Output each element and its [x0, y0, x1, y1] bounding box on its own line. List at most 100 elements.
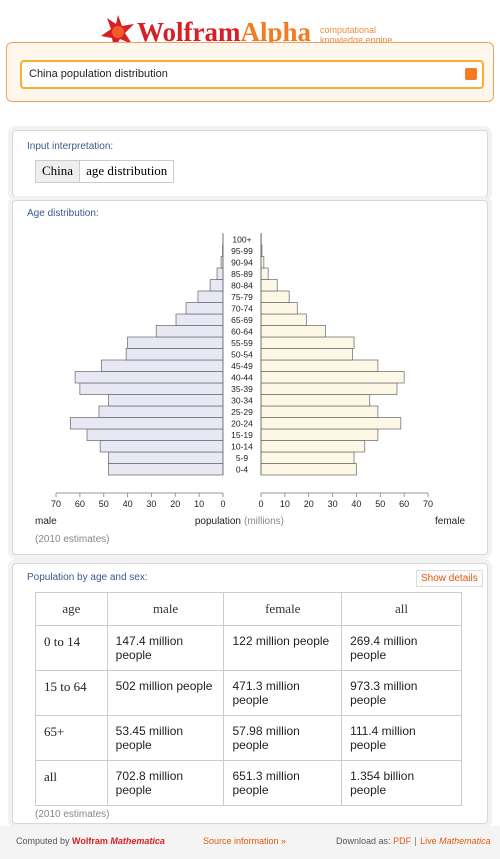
x-tick-label: 40 — [351, 499, 361, 509]
table-pod: Population by age and sex: Show details … — [12, 563, 488, 824]
x-tick-label: 70 — [51, 499, 61, 509]
source-link[interactable]: Source information » — [203, 836, 287, 846]
x-tick-label: 50 — [99, 499, 109, 509]
header-cell: age — [35, 592, 108, 626]
header-cell: all — [341, 592, 462, 626]
age-label: 10-14 — [231, 441, 253, 451]
text: Mathematica — [110, 836, 165, 846]
age-label: 85-89 — [231, 269, 253, 279]
bar — [98, 405, 224, 418]
age-label: 80-84 — [231, 280, 253, 290]
bar — [99, 440, 224, 453]
age-cell: 15 to 64 — [35, 670, 108, 716]
bar — [216, 267, 224, 280]
cell: 1.354 billion people — [341, 760, 462, 806]
text: Live — [420, 836, 437, 846]
x-axis-label: population — [195, 516, 241, 527]
input-pod: Input interpretation: China age distribu… — [12, 130, 488, 197]
x-tick-label: 60 — [399, 499, 409, 509]
bar — [260, 348, 353, 361]
x-tick-label: 70 — [423, 499, 433, 509]
bar — [260, 279, 278, 292]
note: (2010 estimates) — [35, 809, 110, 820]
bar — [260, 325, 326, 338]
age-label: 5-9 — [236, 453, 249, 463]
footer-computed: Computed by Wolfram Mathematica — [16, 836, 165, 846]
x-tick-label: 30 — [146, 499, 156, 509]
legend-female: female — [435, 516, 465, 527]
search-input[interactable]: China population distribution — [20, 60, 484, 89]
tagline-line: knowledge engine — [320, 35, 393, 45]
cell: 702.8 million people — [106, 760, 225, 806]
bar — [260, 451, 355, 464]
live-link[interactable]: Live Mathematica — [420, 836, 491, 846]
bar — [260, 382, 398, 395]
age-label: 30-34 — [231, 395, 253, 405]
cell: 53.45 million people — [106, 715, 225, 761]
age-label: 90-94 — [231, 257, 253, 267]
age-label: 50-54 — [231, 349, 253, 359]
pod-title: Population by age and sex: — [27, 572, 148, 583]
bar — [155, 325, 224, 338]
bar — [125, 348, 224, 361]
x-tick-label: 0 — [220, 499, 225, 509]
bar — [209, 279, 224, 292]
age-cell: all — [35, 760, 108, 806]
header-cell: female — [223, 592, 343, 626]
pdf-link[interactable]: PDF — [393, 836, 412, 846]
cell: 651.3 million people — [223, 760, 343, 806]
bar — [86, 428, 224, 441]
table-row: all 702.8 million people 651.3 million peo… — [35, 760, 462, 806]
cell: 122 million people — [223, 625, 343, 671]
bar — [108, 394, 224, 407]
bar — [260, 440, 366, 453]
text: Mathematica — [439, 836, 491, 846]
bar — [260, 428, 379, 441]
age-label: 70-74 — [231, 303, 253, 313]
age-label: 45-49 — [231, 361, 253, 371]
query-text: China population distribution — [29, 68, 168, 80]
table-row: 0 to 14 147.4 million people 122 million p… — [35, 625, 462, 671]
bar — [260, 302, 298, 315]
age-label: 75-79 — [231, 292, 253, 302]
bar — [260, 405, 379, 418]
bar — [260, 313, 307, 326]
age-label: 60-64 — [231, 326, 253, 336]
chart-pod: Age distribution: 0-4 5-9 10-14 15-19 20-24 2… — [12, 200, 488, 555]
x-axis-unit: (millions) — [244, 516, 284, 527]
age-label: 100+ — [232, 234, 251, 244]
download: Download as: PDF Live Mathematica — [336, 836, 491, 847]
tagline-line: computational — [320, 25, 377, 35]
table-header-row: age male female all — [35, 592, 462, 626]
table-row: 65+ 53.45 million people 57.98 million peo… — [35, 715, 462, 761]
bar — [79, 382, 224, 395]
bar — [260, 290, 290, 303]
age-label: 15-19 — [231, 430, 253, 440]
age-label: 95-99 — [231, 246, 253, 256]
show-details-button[interactable]: Show details — [416, 570, 483, 587]
bar — [260, 256, 265, 269]
x-tick-label: 20 — [170, 499, 180, 509]
cell: 502 million people — [106, 670, 225, 716]
x-tick-label: 50 — [375, 499, 385, 509]
footer: Computed by Wolfram Mathematica Source i… — [0, 826, 500, 859]
logo-star — [101, 15, 134, 49]
age-cell: 65+ — [35, 715, 108, 761]
text: Computed by — [16, 836, 70, 846]
search-button[interactable] — [465, 68, 477, 80]
legend-male: male — [35, 516, 57, 527]
bar — [127, 336, 224, 349]
x-tick-label: 40 — [123, 499, 133, 509]
data-table: age male female all 0 to 14 147.4 million peo… — [35, 592, 462, 806]
term: China — [36, 161, 81, 182]
age-label: 40-44 — [231, 372, 253, 382]
age-label: 55-59 — [231, 338, 253, 348]
bar — [197, 290, 224, 303]
bar — [260, 371, 405, 384]
cell: 471.3 million people — [223, 670, 343, 716]
separator — [415, 837, 417, 847]
age-label: 20-24 — [231, 418, 253, 428]
cell: 57.98 million people — [223, 715, 343, 761]
